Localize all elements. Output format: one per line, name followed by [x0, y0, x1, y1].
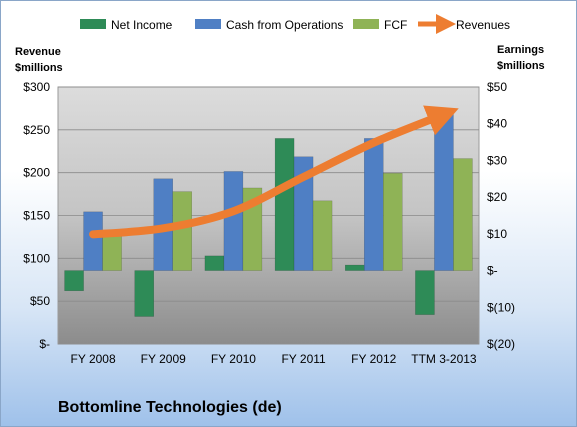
bar-net-income: [204, 255, 225, 271]
bar-fcf: [312, 200, 333, 271]
right-tick-label: $(10): [487, 300, 515, 314]
right-tick-label: $(20): [487, 337, 515, 351]
left-tick-label: $50: [30, 294, 50, 308]
right-tick-label: $10: [487, 227, 507, 241]
bar-net-income: [134, 270, 154, 317]
bar-cash-from-operations: [364, 138, 384, 271]
left-tick-label: $-: [39, 337, 50, 351]
category-label: TTM 3-2013: [411, 352, 477, 366]
category-label: FY 2011: [281, 352, 326, 366]
bar-net-income: [415, 270, 435, 315]
legend-label-fcf: FCF: [384, 18, 407, 32]
right-axis-title-line1: Earnings: [497, 44, 544, 56]
category-label: FY 2009: [141, 352, 186, 366]
bar-fcf: [383, 173, 403, 271]
legend-swatch-fcf: [353, 19, 379, 29]
right-tick-label: $-: [487, 264, 498, 278]
revenues-line: [89, 105, 459, 239]
bar-net-income: [64, 270, 84, 292]
revenue-line-layer: [89, 105, 459, 239]
bar-fcf: [172, 191, 192, 271]
category-label: FY 2012: [351, 352, 396, 366]
right-tick-label: $50: [487, 80, 507, 94]
legend-swatch-net-income: [80, 19, 106, 29]
bars: [64, 112, 473, 317]
category-label: FY 2008: [71, 352, 116, 366]
legend-label-net-income: Net Income: [111, 18, 173, 32]
chart-title: Bottomline Technologies (de): [58, 399, 282, 416]
right-tick-label: $30: [487, 153, 507, 167]
legend-label-cash-from-operations: Cash from Operations: [226, 18, 343, 32]
legend-label-revenues: Revenues: [456, 18, 510, 32]
bar-fcf: [453, 158, 473, 271]
left-axis-title-line1: Revenue: [15, 46, 61, 58]
right-axis-title-line2: $millions: [497, 60, 545, 72]
bar-cash-from-operations: [434, 112, 454, 271]
x-axis: FY 2008 FY 2009 FY 2010 FY 2011 FY 2012 TTM 3…: [71, 352, 477, 366]
category-label: FY 2010: [211, 352, 256, 366]
right-tick-label: $20: [487, 190, 507, 204]
left-axis: $- $50 $100 $150 $200 $250 $300: [23, 80, 50, 351]
bar-net-income: [274, 138, 295, 271]
left-tick-label: $300: [23, 80, 50, 94]
bar-net-income: [345, 264, 365, 271]
left-tick-label: $200: [23, 166, 50, 180]
legend: Net Income Cash from Operations FCF Revenue…: [80, 14, 510, 34]
legend-swatch-cash-from-operations: [195, 19, 221, 29]
left-tick-label: $150: [23, 209, 50, 223]
left-tick-label: $100: [23, 251, 50, 265]
right-tick-label: $40: [487, 117, 507, 131]
left-axis-title-line2: $millions: [15, 62, 63, 74]
left-tick-label: $250: [23, 123, 50, 137]
bar-cash-from-operations: [83, 211, 103, 271]
right-axis: $(20) $(10) $- $10 $20 $30 $40 $50: [487, 80, 515, 351]
bar-cash-from-operations: [223, 171, 244, 271]
